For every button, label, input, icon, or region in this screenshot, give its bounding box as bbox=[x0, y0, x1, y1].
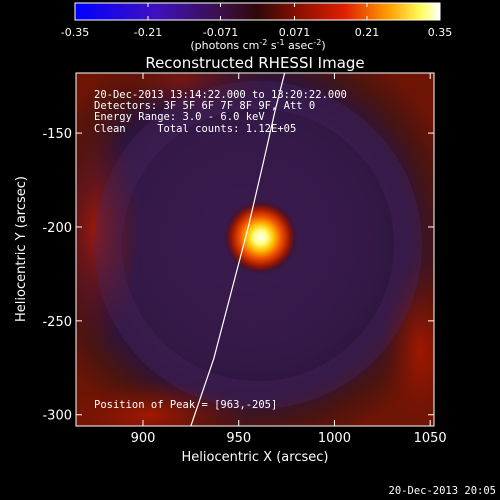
y-axis-ticks bbox=[76, 132, 434, 416]
y-tick-label: -300 bbox=[42, 409, 72, 424]
heatmap-red-region-bottom bbox=[76, 380, 250, 426]
annotation-time-range: 20-Dec-2013 13:14:22.000 to 13:20:22.000 bbox=[94, 89, 347, 101]
annotation-block: 20-Dec-2013 13:14:22.000 to 13:20:22.000… bbox=[94, 89, 347, 135]
colorbar-tick-label: 0.071 bbox=[279, 26, 311, 39]
colorbar-tick-label: 0.35 bbox=[428, 26, 453, 39]
y-axis-label: Heliocentric Y (arcsec) bbox=[14, 176, 29, 322]
colorbar-tick-label: 0.21 bbox=[355, 26, 380, 39]
heatmap-red-region-top bbox=[90, 73, 270, 115]
annotation-energy-range: Energy Range: 3.0 - 6.0 keV bbox=[94, 111, 265, 123]
colorbar-ticks bbox=[74, 3, 441, 20]
footer-timestamp: 20-Dec-2013 20:05 bbox=[389, 485, 496, 497]
plot-frame bbox=[75, 72, 435, 427]
colorbar-tick-label: -0.35 bbox=[61, 26, 89, 39]
flare-source bbox=[222, 199, 299, 276]
colorbar: -0.35 -0.21 -0.071 0.071 0.21 0.35 (photons c… bbox=[61, 2, 452, 52]
heatmap-image bbox=[76, 73, 434, 426]
x-tick-label: 950 bbox=[226, 431, 251, 446]
heatmap-red-region-right bbox=[380, 260, 434, 426]
colorbar-tick-label: -0.21 bbox=[134, 26, 162, 39]
colorbar-tick-label: -0.071 bbox=[203, 26, 238, 39]
colorbar-tick-labels: -0.35 -0.21 -0.071 0.071 0.21 0.35 bbox=[61, 26, 452, 39]
y-tick-label: -250 bbox=[42, 315, 72, 330]
colorbar-units: (photons cm-2 s-1 asec-2) bbox=[190, 38, 325, 52]
x-axis-ticks bbox=[142, 73, 431, 426]
x-tick-label: 900 bbox=[131, 431, 156, 446]
x-axis-tick-labels: 900 950 1000 1050 bbox=[131, 431, 447, 446]
y-axis-tick-labels: -150 -200 -250 -300 bbox=[42, 127, 72, 424]
annotation-clean-counts: Clean Total counts: 1.12E+05 bbox=[94, 123, 296, 135]
chart-title: Reconstructed RHESSI Image bbox=[145, 54, 364, 72]
peak-position-label: Position of Peak = [963,-205] bbox=[94, 399, 277, 411]
y-tick-label: -150 bbox=[42, 127, 72, 142]
heatmap-purple-ring bbox=[94, 81, 422, 409]
x-tick-label: 1000 bbox=[318, 431, 351, 446]
colorbar-gradient bbox=[74, 2, 441, 21]
heatmap-red-region-left bbox=[76, 110, 140, 350]
y-tick-label: -200 bbox=[42, 221, 72, 236]
x-axis-label: Heliocentric X (arcsec) bbox=[182, 450, 329, 465]
solar-limb-curve bbox=[190, 73, 286, 426]
annotation-detectors: Detectors: 3F 5F 6F 7F 8F 9F, Att 0 bbox=[94, 100, 315, 112]
x-tick-label: 1050 bbox=[414, 431, 447, 446]
